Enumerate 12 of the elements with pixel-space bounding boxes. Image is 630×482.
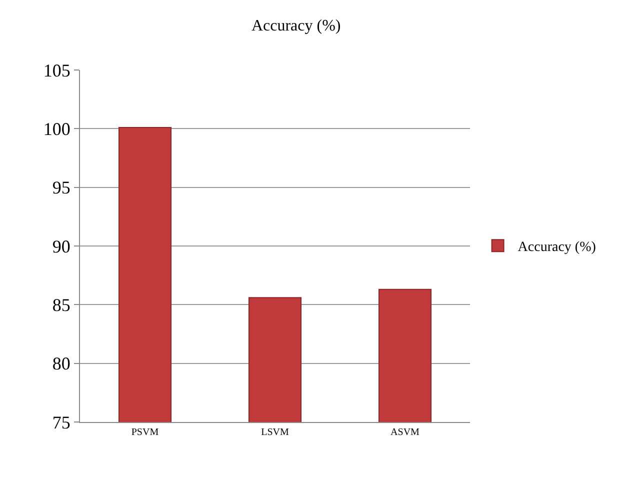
x-tick-label: PSVM xyxy=(131,427,159,438)
x-tick-label: ASVM xyxy=(390,427,420,438)
y-tick-label: 85 xyxy=(52,294,70,315)
y-tick-label: 95 xyxy=(52,178,70,198)
chart-title: Accuracy (%) xyxy=(251,17,341,34)
y-tick-label: 80 xyxy=(52,354,70,374)
y-tick-label: 90 xyxy=(52,236,70,256)
x-tick-label: LSVM xyxy=(261,427,289,438)
y-tick-label: 100 xyxy=(43,118,70,139)
y-tick-label: 75 xyxy=(52,412,70,432)
legend-label: Accuracy (%) xyxy=(518,240,596,256)
y-tick-label: 105 xyxy=(43,60,70,80)
